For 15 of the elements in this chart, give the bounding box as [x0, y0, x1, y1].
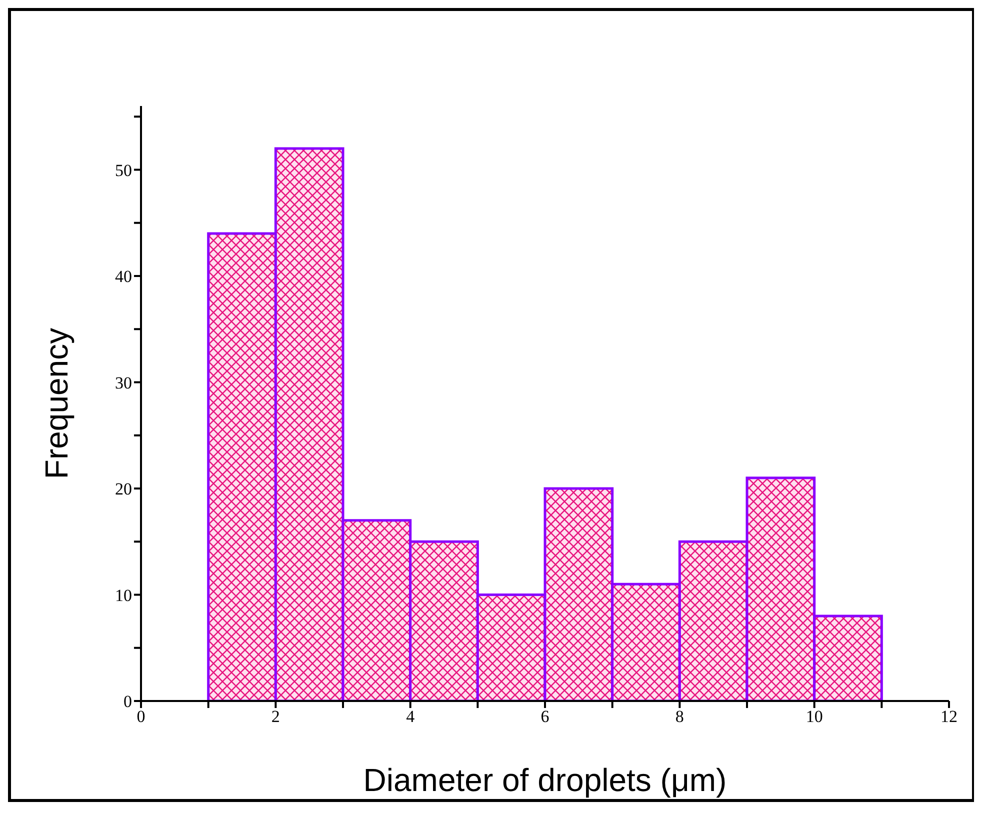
y-tick-label: 10: [115, 586, 132, 605]
y-tick-label: 40: [115, 267, 132, 286]
y-tick-label: 50: [115, 160, 132, 180]
y-tick-label: 20: [115, 480, 132, 499]
x-tick-label: 8: [675, 707, 684, 726]
y-axis-title: Frequency: [38, 328, 74, 480]
x-tick-label: 6: [540, 707, 550, 726]
y-tick-label: 30: [115, 373, 132, 392]
x-tick-label: 4: [406, 707, 416, 726]
x-tick-label: 10: [806, 707, 823, 726]
x-tick-label: 12: [940, 707, 958, 726]
y-tick-label: 0: [124, 692, 132, 712]
x-axis-title: Diameter of droplets (μm): [363, 762, 727, 798]
x-tick-label: 2: [271, 707, 280, 726]
x-tick-label: 0: [136, 707, 146, 726]
